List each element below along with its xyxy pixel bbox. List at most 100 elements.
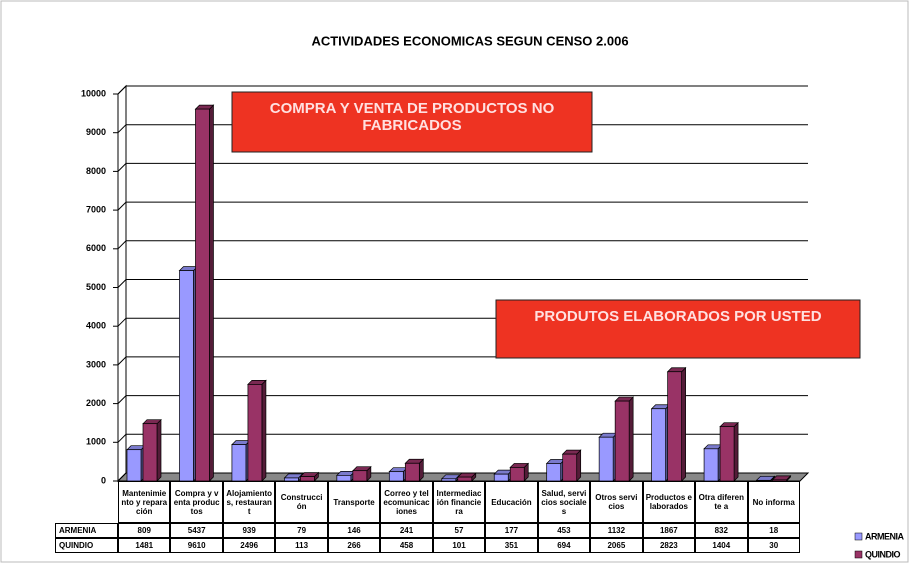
table-value: 146	[327, 523, 381, 538]
bar	[142, 423, 158, 482]
annotation-box	[495, 299, 861, 359]
grid-line	[117, 162, 808, 172]
y-tick-label: 5000	[86, 282, 106, 292]
bar	[703, 448, 719, 482]
table-value: 1404	[695, 538, 748, 553]
bar-side	[209, 104, 214, 482]
annotation-box	[231, 91, 593, 153]
table-value: 79	[275, 523, 328, 538]
category-label: Correo y telecomunicaciones	[380, 481, 433, 523]
table-row-header: QUINDIO	[55, 538, 118, 553]
y-tick-label: 9000	[86, 127, 106, 137]
legend-label: QUINDIO	[865, 549, 901, 559]
table-value: 101	[432, 538, 486, 553]
table-value: 9610	[170, 538, 223, 553]
table-value: 458	[380, 538, 433, 553]
table-value: 177	[485, 523, 538, 538]
bar	[231, 444, 247, 482]
y-tick-label: 10000	[81, 88, 106, 98]
legend-swatch	[854, 532, 863, 541]
bar-side	[681, 366, 686, 482]
bar	[336, 474, 352, 482]
grid-line	[117, 201, 808, 211]
bar	[195, 108, 210, 482]
table-value: 809	[118, 523, 171, 538]
category-label: Productos elaborados	[642, 481, 696, 523]
y-tick-label: 6000	[86, 243, 106, 253]
bar	[404, 462, 420, 482]
category-label: Compra y venta productos	[170, 481, 223, 523]
table-value: 57	[432, 523, 486, 538]
chart-title: ACTIVIDADES ECONOMICAS SEGUN CENSO 2.006	[311, 33, 628, 48]
bar	[126, 449, 142, 482]
bar	[719, 426, 735, 482]
grid-line	[117, 240, 808, 250]
table-row-header: ARMENIA	[55, 523, 118, 538]
table-value: 266	[327, 538, 381, 553]
annotation-text: PRODUTOS ELABORADOS POR USTED	[534, 308, 822, 325]
table-value: 1132	[590, 523, 643, 538]
bar-side	[156, 418, 162, 482]
table-value: 18	[747, 523, 800, 538]
category-label: No informa	[747, 481, 800, 523]
table-value: 5437	[170, 523, 223, 538]
y-tick-label: 7000	[86, 204, 106, 214]
bar-side	[733, 421, 739, 482]
annotation-text: COMPRA Y VENTA DE PRODUCTOS NO FABRICADO…	[269, 100, 555, 134]
table-value: 2496	[222, 538, 276, 553]
table-value: 1867	[642, 523, 696, 538]
bar	[546, 463, 562, 482]
y-tick-label: 3000	[86, 359, 106, 369]
bar	[352, 470, 368, 482]
bar	[388, 471, 404, 482]
y-tick-label: 2000	[86, 398, 106, 408]
bar	[300, 476, 315, 482]
table-value: 2065	[590, 538, 643, 553]
bar	[284, 477, 299, 482]
bar-side	[261, 379, 267, 482]
bar	[493, 473, 509, 482]
bar	[509, 467, 525, 482]
table-value: 832	[695, 523, 748, 538]
category-label: Intermediación financiera	[432, 481, 486, 523]
legend-label: ARMENIA	[865, 531, 904, 541]
bar	[247, 384, 263, 482]
bar-side	[628, 396, 634, 482]
bar	[598, 436, 614, 482]
table-value: 351	[485, 538, 538, 553]
y-tick-label: 0	[101, 475, 106, 485]
table-value: 694	[537, 538, 591, 553]
category-label: Otros servicios	[590, 481, 643, 523]
y-tick-label: 1000	[86, 437, 106, 447]
category-label: Mantenimiento y reparación	[118, 481, 171, 523]
table-value: 453	[537, 523, 591, 538]
bar	[772, 479, 787, 482]
table-value: 2823	[642, 538, 696, 553]
legend-swatch	[854, 550, 863, 559]
bar	[441, 478, 457, 482]
grid-line	[117, 395, 808, 404]
category-label: Otra diferente a	[695, 481, 748, 523]
category-label: Educación	[485, 481, 538, 523]
category-label: Salud, servicios sociales	[537, 481, 591, 523]
y-tick-label: 8000	[86, 166, 106, 176]
table-value: 113	[275, 538, 328, 553]
y-tick-label: 4000	[86, 321, 106, 331]
grid-line	[117, 279, 808, 288]
bar	[562, 453, 578, 482]
table-value: 1481	[118, 538, 171, 553]
bar	[179, 270, 194, 482]
category-label: Alojamientos, restaurant	[222, 481, 276, 523]
bar	[614, 400, 630, 482]
table-value: 939	[222, 523, 276, 538]
grid-line	[117, 433, 808, 443]
category-label: Transporte	[327, 481, 381, 523]
bar-side	[576, 449, 582, 482]
bar	[667, 371, 682, 482]
bar	[651, 408, 666, 482]
category-label: Construcción	[275, 481, 328, 523]
grid-line	[117, 85, 808, 95]
